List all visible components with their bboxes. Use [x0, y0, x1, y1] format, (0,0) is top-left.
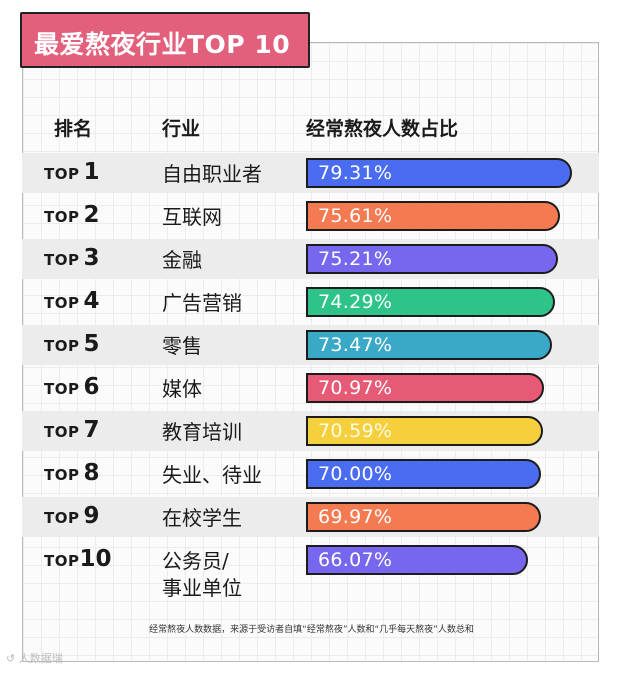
rank-label: TOP 1 — [44, 159, 100, 185]
rank-prefix: TOP — [44, 552, 80, 570]
data-label: 70.97% — [318, 377, 393, 399]
rank-number: 3 — [83, 245, 100, 271]
rank-label: TOP 9 — [44, 503, 100, 529]
rank-prefix: TOP — [44, 423, 80, 441]
rank-number: 9 — [83, 503, 100, 529]
industry-label-line: 自由职业者 — [162, 162, 262, 186]
chart-title: 最爱熬夜行业TOP 10 — [34, 30, 291, 59]
table-row: TOP 2 互联网 75.61% — [22, 196, 599, 236]
industry-label-line: 互联网 — [162, 205, 222, 229]
data-bar: 73.47% — [306, 330, 552, 360]
industry-label: 金融 — [162, 247, 202, 274]
data-label: 73.47% — [318, 334, 393, 356]
data-label: 75.21% — [318, 248, 393, 270]
industry-label-line: 失业、待业 — [162, 463, 262, 487]
industry-label: 失业、待业 — [162, 462, 262, 489]
rank-number: 2 — [83, 202, 100, 228]
table-row: TOP 9 在校学生 69.97% — [22, 497, 599, 537]
industry-label-line: 教育培训 — [162, 420, 242, 444]
industry-label: 在校学生 — [162, 505, 242, 532]
data-label: 66.07% — [318, 549, 393, 571]
data-bar: 70.97% — [306, 373, 544, 403]
data-bar: 75.61% — [306, 201, 560, 231]
rank-label: TOP 8 — [44, 460, 100, 486]
industry-label: 互联网 — [162, 204, 222, 231]
data-bar: 70.59% — [306, 416, 543, 446]
industry-label: 广告营销 — [162, 290, 242, 317]
table-row: TOP 7 教育培训 70.59% — [22, 411, 599, 451]
industry-label-line: 媒体 — [162, 377, 202, 401]
data-bar: 79.31% — [306, 158, 572, 188]
header-industry: 行业 — [162, 118, 201, 140]
rank-prefix: TOP — [44, 208, 80, 226]
data-label: 74.29% — [318, 291, 393, 313]
rank-number: 6 — [83, 374, 100, 400]
industry-label-line: 零售 — [162, 334, 202, 358]
data-bar: 66.07% — [306, 545, 528, 575]
industry-label: 教育培训 — [162, 419, 242, 446]
header-ratio: 经常熬夜人数占比 — [306, 118, 459, 140]
industry-label-line: 事业单位 — [162, 576, 242, 600]
industry-label-line: 金融 — [162, 248, 202, 272]
rank-label: TOP10 — [44, 546, 112, 572]
data-bar: 74.29% — [306, 287, 555, 317]
rank-label: TOP 6 — [44, 374, 100, 400]
table-row: TOP10 公务员/事业单位 66.07% — [22, 540, 599, 600]
rank-label: TOP 3 — [44, 245, 100, 271]
rank-number: 10 — [79, 546, 112, 572]
industry-label: 公务员/事业单位 — [162, 548, 242, 602]
rank-number: 1 — [83, 159, 100, 185]
chart-title-box: 最爱熬夜行业TOP 10 — [20, 12, 310, 68]
data-label: 79.31% — [318, 162, 393, 184]
data-label: 69.97% — [318, 506, 393, 528]
industry-label: 媒体 — [162, 376, 202, 403]
table-row: TOP 8 失业、待业 70.00% — [22, 454, 599, 494]
rank-number: 5 — [83, 331, 100, 357]
industry-label: 零售 — [162, 333, 202, 360]
data-bar: 75.21% — [306, 244, 558, 274]
rank-label: TOP 5 — [44, 331, 100, 357]
industry-label: 自由职业者 — [162, 161, 262, 188]
data-label: 70.59% — [318, 420, 393, 442]
source-note: 经常熬夜人数数据，来源于受访者自填“经常熬夜”人数和“几乎每天熬夜”人数总和 — [149, 625, 474, 635]
header-rank: 排名 — [54, 118, 93, 140]
rank-prefix: TOP — [44, 380, 80, 398]
rank-label: TOP 4 — [44, 288, 100, 314]
rank-number: 4 — [83, 288, 100, 314]
rank-prefix: TOP — [44, 294, 80, 312]
rank-prefix: TOP — [44, 337, 80, 355]
table-row: TOP 1 自由职业者 79.31% — [22, 153, 599, 193]
table-row: TOP 5 零售 73.47% — [22, 325, 599, 365]
rank-prefix: TOP — [44, 466, 80, 484]
table-row: TOP 4 广告营销 74.29% — [22, 282, 599, 322]
data-label: 70.00% — [318, 463, 393, 485]
data-bar: 70.00% — [306, 459, 541, 489]
table-row: TOP 3 金融 75.21% — [22, 239, 599, 279]
data-bar: 69.97% — [306, 502, 541, 532]
rank-label: TOP 7 — [44, 417, 100, 443]
watermark: ↺ 人数据瑞 — [6, 652, 63, 665]
industry-label-line: 在校学生 — [162, 506, 242, 530]
rank-number: 8 — [83, 460, 100, 486]
rank-prefix: TOP — [44, 165, 80, 183]
rank-prefix: TOP — [44, 251, 80, 269]
table-row: TOP 6 媒体 70.97% — [22, 368, 599, 408]
rank-label: TOP 2 — [44, 202, 100, 228]
industry-label-line: 公务员/ — [162, 549, 229, 573]
rank-number: 7 — [83, 417, 100, 443]
industry-label-line: 广告营销 — [162, 291, 242, 315]
data-label: 75.61% — [318, 205, 393, 227]
rank-prefix: TOP — [44, 509, 80, 527]
